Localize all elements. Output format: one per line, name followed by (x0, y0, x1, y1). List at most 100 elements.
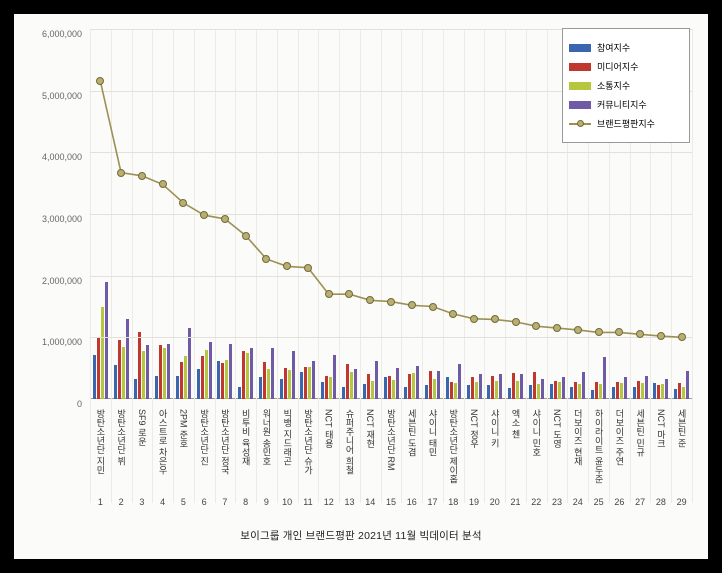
media-swatch (569, 63, 591, 71)
category-label: 샤이니 태민 (428, 409, 437, 457)
legend-label: 참여지수 (597, 41, 630, 54)
category-rank: 3 (132, 497, 153, 507)
line-marker (304, 264, 312, 272)
category-label: NCT 태용 (324, 409, 333, 448)
category-label: 방탄소년단 정국 (220, 409, 229, 475)
category-rank: 22 (526, 497, 547, 507)
category-rank: 17 (422, 497, 443, 507)
y-tick-label: 1,000,000 (24, 337, 82, 347)
line-marker (470, 315, 478, 323)
column-separator (692, 29, 693, 503)
line-marker (387, 298, 395, 306)
community-swatch (569, 101, 591, 109)
category-label: 방탄소년단 제이홉 (448, 409, 457, 484)
legend-label: 소통지수 (597, 79, 630, 92)
y-tick-label: 5,000,000 (24, 91, 82, 101)
line-marker (242, 232, 250, 240)
category-label: 비투비 육성재 (241, 409, 250, 466)
legend-label: 미디어지수 (597, 60, 638, 73)
category-rank: 14 (360, 497, 381, 507)
line-marker (138, 172, 146, 180)
line-marker (512, 318, 520, 326)
y-tick-label: 4,000,000 (24, 152, 82, 162)
category-rank: 8 (235, 497, 256, 507)
y-axis: 01,000,0002,000,0003,000,0004,000,0005,0… (24, 29, 88, 399)
category-label: NCT 마크 (656, 409, 665, 448)
category-rank: 13 (339, 497, 360, 507)
line-marker (678, 333, 686, 341)
category-rank: 2 (111, 497, 132, 507)
category-label: 빅뱅 지드래곤 (282, 409, 291, 466)
legend-item: 참여지수 (569, 41, 683, 54)
category-label: NCT 재현 (365, 409, 374, 448)
category-rank: 16 (401, 497, 422, 507)
category-rank: 9 (256, 497, 277, 507)
line-marker (657, 332, 665, 340)
category-label: 방탄소년단 지민 (95, 409, 104, 475)
y-tick-label: 0 (24, 399, 82, 409)
category-label: NCT 도영 (552, 409, 561, 448)
legend-item: 커뮤니티지수 (569, 98, 683, 111)
category-label: 워너원 송민호 (261, 409, 270, 466)
category-rank: 15 (381, 497, 402, 507)
category-label: 더보이즈 현재 (573, 409, 582, 466)
category-label: 엑소 첸 (511, 409, 520, 439)
category-rank: 10 (277, 497, 298, 507)
x-axis-labels: 방탄소년단 지민 1 방탄소년단 뷔 2 SF9 로운 3 아스트로 차은우 4 2PM 준호 5… (90, 405, 692, 509)
category-rank: 6 (194, 497, 215, 507)
line-marker (595, 328, 603, 336)
line-marker (429, 303, 437, 311)
category-label: NCT 정우 (469, 409, 478, 448)
category-label: 세븐틴 민규 (635, 409, 644, 457)
category-label: 2PM 준호 (178, 409, 187, 448)
category-label: 샤이니 키 (490, 409, 499, 448)
category-label: 방탄소년단 뷔 (116, 409, 125, 466)
category-rank: 25 (588, 497, 609, 507)
category-label: 방탄소년단 RM (386, 409, 395, 471)
brand_line-swatch (569, 120, 591, 128)
category-label: 샤이니 민호 (531, 409, 540, 457)
y-tick-label: 6,000,000 (24, 29, 82, 39)
category-rank: 18 (443, 497, 464, 507)
communication-swatch (569, 82, 591, 90)
category-rank: 7 (215, 497, 236, 507)
y-tick-label: 3,000,000 (24, 214, 82, 224)
category-label: 하이라이트 윤두준 (594, 409, 603, 484)
line-marker (325, 290, 333, 298)
category-rank: 27 (630, 497, 651, 507)
category-label: 슈퍼주니어 희철 (344, 409, 353, 475)
category-rank: 12 (318, 497, 339, 507)
category-rank: 11 (298, 497, 319, 507)
category-rank: 20 (484, 497, 505, 507)
category-rank: 29 (671, 497, 692, 507)
caption: 보이그룹 개인 브랜드평판 2021년 11월 빅데이터 분석 (14, 528, 708, 543)
category-rank: 1 (90, 497, 111, 507)
line-marker (408, 301, 416, 309)
line-marker (221, 215, 229, 223)
category-label: 세븐틴 준 (677, 409, 686, 448)
legend-label: 브랜드평판지수 (597, 117, 655, 130)
legend-item: 소통지수 (569, 79, 683, 92)
category-rank: 4 (152, 497, 173, 507)
legend-item: 미디어지수 (569, 60, 683, 73)
line-marker (117, 169, 125, 177)
legend-item: 브랜드평판지수 (569, 117, 683, 130)
outer-frame: 0 1,000,000 2,000,000 3,000,000 4,000,000 5,0… (0, 0, 722, 573)
participation-swatch (569, 44, 591, 52)
category-label: 방탄소년단 슈가 (303, 409, 312, 475)
category-label: SF9 로운 (137, 409, 146, 446)
category-label: 더보이즈 주연 (614, 409, 623, 466)
category-rank: 5 (173, 497, 194, 507)
category-rank: 24 (567, 497, 588, 507)
category-rank: 21 (505, 497, 526, 507)
y-tick-label: 2,000,000 (24, 276, 82, 286)
chart-card: 0 1,000,000 2,000,000 3,000,000 4,000,000 5,0… (14, 14, 708, 559)
category-label: 아스트로 차은우 (158, 409, 167, 475)
category-rank: 26 (609, 497, 630, 507)
chart-area: 0 1,000,000 2,000,000 3,000,000 4,000,000 5,0… (24, 24, 698, 509)
line-marker (574, 326, 582, 334)
category-label: 세븐틴 도겸 (407, 409, 416, 457)
category-label: 방탄소년단 진 (199, 409, 208, 466)
category-rank: 19 (464, 497, 485, 507)
category-rank: 23 (547, 497, 568, 507)
